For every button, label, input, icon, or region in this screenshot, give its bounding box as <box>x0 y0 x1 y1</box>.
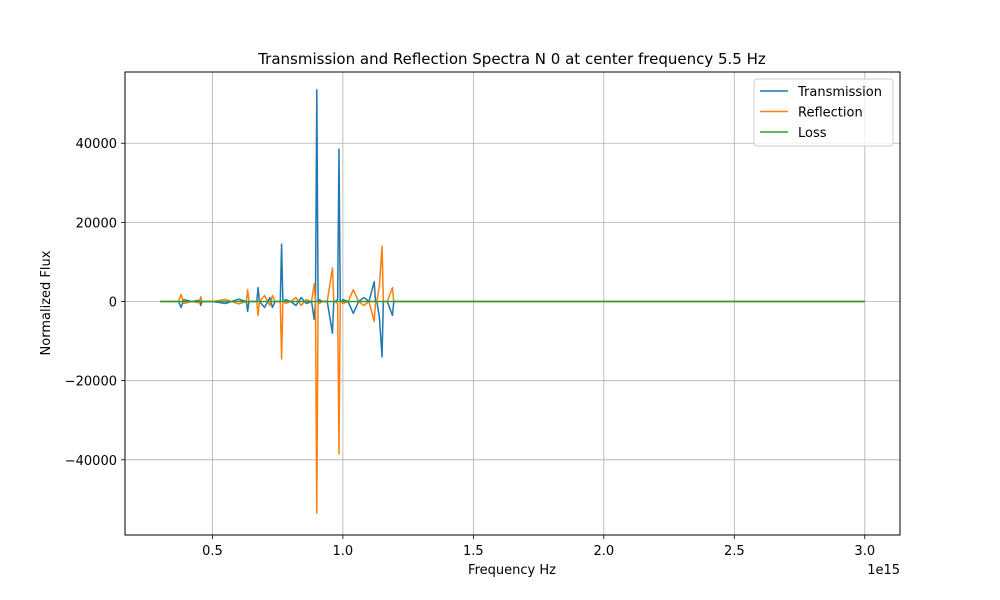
x-tick-label: 3.0 <box>854 544 875 559</box>
y-tick-label: 0 <box>109 296 117 311</box>
x-offset-label: 1e15 <box>867 563 900 578</box>
y-tick-label: 20000 <box>76 216 117 231</box>
x-axis-label: Frequency Hz <box>468 563 556 578</box>
series-layer <box>160 89 865 514</box>
x-tick-label: 2.0 <box>593 544 614 559</box>
x-tick-label: 0.5 <box>202 544 223 559</box>
x-ticks: 0.5 1.0 1.5 2.0 2.5 3.0 <box>202 535 875 559</box>
series-line-reflection <box>160 245 865 514</box>
y-tick-label: −20000 <box>65 375 117 390</box>
x-tick-label: 1.5 <box>463 544 484 559</box>
x-tick-label: 2.5 <box>724 544 745 559</box>
series-line-transmission <box>160 89 865 358</box>
y-ticks: −40000 −20000 0 20000 40000 <box>65 137 125 469</box>
chart-title: Transmission and Reflection Spectra N 0 … <box>257 50 766 68</box>
plot-frame <box>124 71 901 536</box>
y-tick-label: 40000 <box>76 137 117 152</box>
legend-label-loss: Loss <box>798 126 827 141</box>
legend-label-transmission: Transmission <box>797 85 882 100</box>
legend-box <box>753 78 894 147</box>
legend: Transmission Reflection Loss <box>753 78 894 147</box>
y-axis-label: Normalized Flux <box>39 250 54 355</box>
x-tick-label: 1.0 <box>333 544 354 559</box>
legend-label-reflection: Reflection <box>798 106 863 121</box>
y-tick-label: −40000 <box>65 454 117 469</box>
